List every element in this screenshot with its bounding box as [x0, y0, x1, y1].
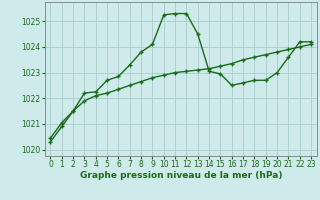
X-axis label: Graphe pression niveau de la mer (hPa): Graphe pression niveau de la mer (hPa)	[80, 171, 282, 180]
